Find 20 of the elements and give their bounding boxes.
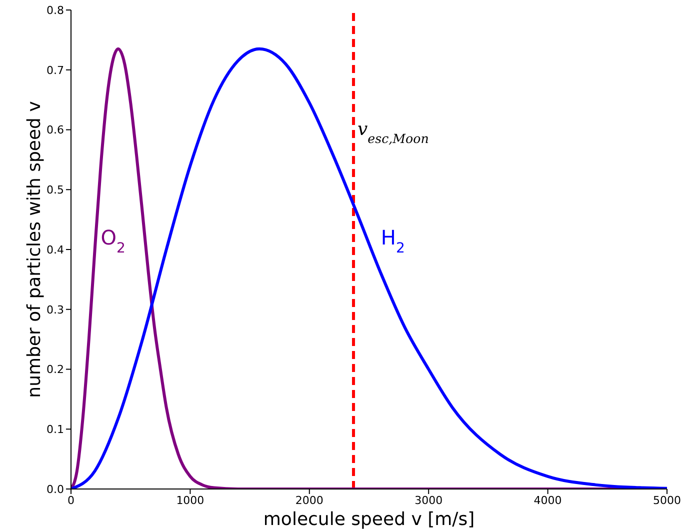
y-tick-label: 0.4 bbox=[46, 243, 64, 256]
x-tick-label: 4000 bbox=[534, 494, 562, 507]
x-tick-label: 3000 bbox=[414, 494, 443, 507]
y-tick-label: 0.6 bbox=[46, 124, 64, 137]
y-tick-label: 0.7 bbox=[46, 64, 64, 77]
y-tick-label: 0.5 bbox=[46, 184, 64, 197]
y-tick-label: 0.0 bbox=[46, 482, 64, 496]
y-tick-label: 0.8 bbox=[46, 4, 64, 17]
series-label: O$_{2}$ bbox=[100, 226, 126, 257]
y-axis-title: number of particles with speed v bbox=[24, 100, 45, 398]
x-tick-label: 1000 bbox=[176, 494, 204, 507]
y-tick-label: 0.1 bbox=[46, 423, 64, 436]
series-label: H$_{2}$ bbox=[380, 226, 405, 257]
x-tick-label: 2000 bbox=[295, 494, 324, 507]
x-tick-label: 5000 bbox=[653, 494, 681, 507]
y-tick-label: 0.3 bbox=[46, 303, 64, 316]
ref-line-label: v$_{esc,Moon}$ bbox=[358, 119, 429, 146]
x-axis-title: molecule speed v [m/s] bbox=[263, 509, 475, 529]
y-tick-label: 0.2 bbox=[46, 363, 64, 376]
x-tick-label: 0 bbox=[68, 494, 74, 507]
